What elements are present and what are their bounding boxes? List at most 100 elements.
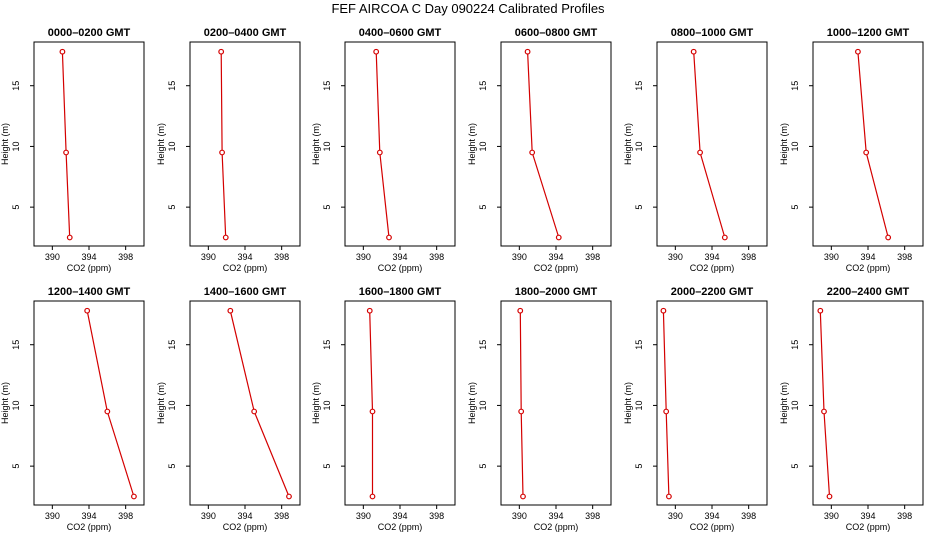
profile-line: [229, 310, 290, 497]
data-point: [369, 408, 376, 415]
data-point: [104, 408, 111, 415]
profile-line: [662, 310, 670, 497]
data-point: [59, 48, 66, 55]
y-axis-label: Height (m): [311, 382, 321, 424]
data-point: [131, 493, 137, 500]
y-axis-label: Height (m): [0, 382, 10, 424]
panel-title: 2200–2400 GMT: [827, 286, 910, 298]
x-tick-label: 394: [860, 252, 875, 262]
x-tick-label: 394: [704, 511, 719, 521]
data-point: [84, 307, 91, 314]
x-tick-label: 394: [548, 511, 563, 521]
y-tick-label: 5: [11, 205, 21, 210]
y-tick-label: 15: [790, 340, 800, 350]
x-tick-label: 398: [429, 252, 444, 262]
x-axis-label: CO2 (ppm): [846, 522, 891, 532]
x-axis-label: CO2 (ppm): [690, 263, 735, 273]
data-point: [520, 493, 526, 500]
x-tick-label: 394: [860, 511, 875, 521]
profile-line: [519, 310, 524, 497]
data-point: [524, 48, 531, 55]
panel-title: 1800–2000 GMT: [515, 286, 598, 298]
data-point: [529, 149, 536, 156]
x-tick-label: 398: [741, 252, 756, 262]
y-tick-label: 10: [790, 400, 800, 410]
y-tick-label: 5: [322, 464, 332, 469]
y-axis-label: Height (m): [623, 382, 633, 424]
data-point: [376, 149, 383, 156]
plot-frame: [344, 41, 456, 247]
data-point: [227, 307, 234, 314]
x-tick-label: 390: [668, 252, 683, 262]
x-axis-label: CO2 (ppm): [534, 522, 579, 532]
panel-title: 1200–1400 GMT: [48, 286, 131, 298]
plot-frame: [812, 41, 924, 247]
data-point: [366, 307, 373, 314]
y-tick-label: 15: [478, 340, 488, 350]
plot-frame: [656, 300, 768, 506]
x-tick-label: 390: [356, 511, 371, 521]
profile-line: [527, 51, 560, 238]
panel-title: 1000–1200 GMT: [827, 27, 910, 39]
data-point: [817, 307, 824, 314]
data-point: [660, 307, 667, 314]
y-axis-label: Height (m): [311, 123, 321, 165]
x-axis-label: CO2 (ppm): [67, 263, 112, 273]
x-tick-label: 390: [201, 252, 216, 262]
data-point: [373, 48, 380, 55]
x-tick-label: 398: [585, 252, 600, 262]
data-point: [386, 234, 392, 241]
x-tick-label: 394: [81, 511, 96, 521]
y-axis-label: Height (m): [779, 382, 789, 424]
y-tick-label: 15: [322, 81, 332, 91]
y-axis-label: Height (m): [0, 123, 10, 165]
y-tick-label: 10: [322, 141, 332, 151]
y-tick-label: 15: [11, 340, 21, 350]
y-tick-label: 5: [478, 464, 488, 469]
x-tick-label: 394: [81, 252, 96, 262]
y-tick-label: 10: [634, 400, 644, 410]
profile-line: [819, 310, 831, 497]
profile-line: [86, 310, 135, 497]
x-tick-label: 390: [45, 511, 60, 521]
x-tick-label: 390: [512, 511, 527, 521]
y-tick-label: 10: [634, 141, 644, 151]
x-tick-label: 394: [392, 252, 407, 262]
profile-line: [693, 51, 726, 238]
x-tick-label: 390: [512, 252, 527, 262]
panel-title: 1400–1600 GMT: [204, 286, 287, 298]
y-tick-label: 10: [11, 400, 21, 410]
y-axis-label: Height (m): [156, 123, 166, 165]
x-axis-label: CO2 (ppm): [846, 263, 891, 273]
panel-title: 0000–0200 GMT: [48, 27, 131, 39]
y-tick-label: 15: [322, 340, 332, 350]
data-point: [821, 408, 827, 415]
data-point: [855, 48, 861, 55]
x-tick-label: 390: [201, 511, 216, 521]
data-point: [666, 493, 672, 500]
data-point: [517, 307, 524, 314]
x-tick-label: 398: [274, 511, 289, 521]
x-axis-label: CO2 (ppm): [534, 263, 579, 273]
x-tick-label: 398: [118, 252, 133, 262]
plot-frame: [344, 300, 456, 506]
y-tick-label: 15: [634, 340, 644, 350]
x-tick-label: 398: [741, 511, 756, 521]
y-tick-label: 5: [790, 205, 800, 210]
panel-title: 1600–1800 GMT: [359, 286, 442, 298]
x-tick-label: 398: [274, 252, 289, 262]
x-tick-label: 398: [585, 511, 600, 521]
y-axis-label: Height (m): [623, 123, 633, 165]
y-tick-label: 15: [790, 81, 800, 91]
plot-frame: [189, 300, 301, 506]
data-point: [219, 149, 225, 156]
data-point: [555, 234, 562, 241]
y-axis-label: Height (m): [156, 382, 166, 424]
panel-title: 0800–1000 GMT: [671, 27, 754, 39]
data-point: [218, 48, 225, 55]
y-tick-label: 10: [790, 141, 800, 151]
y-tick-label: 10: [322, 400, 332, 410]
y-axis-label: Height (m): [467, 123, 477, 165]
data-point: [721, 234, 728, 241]
x-tick-label: 398: [429, 511, 444, 521]
